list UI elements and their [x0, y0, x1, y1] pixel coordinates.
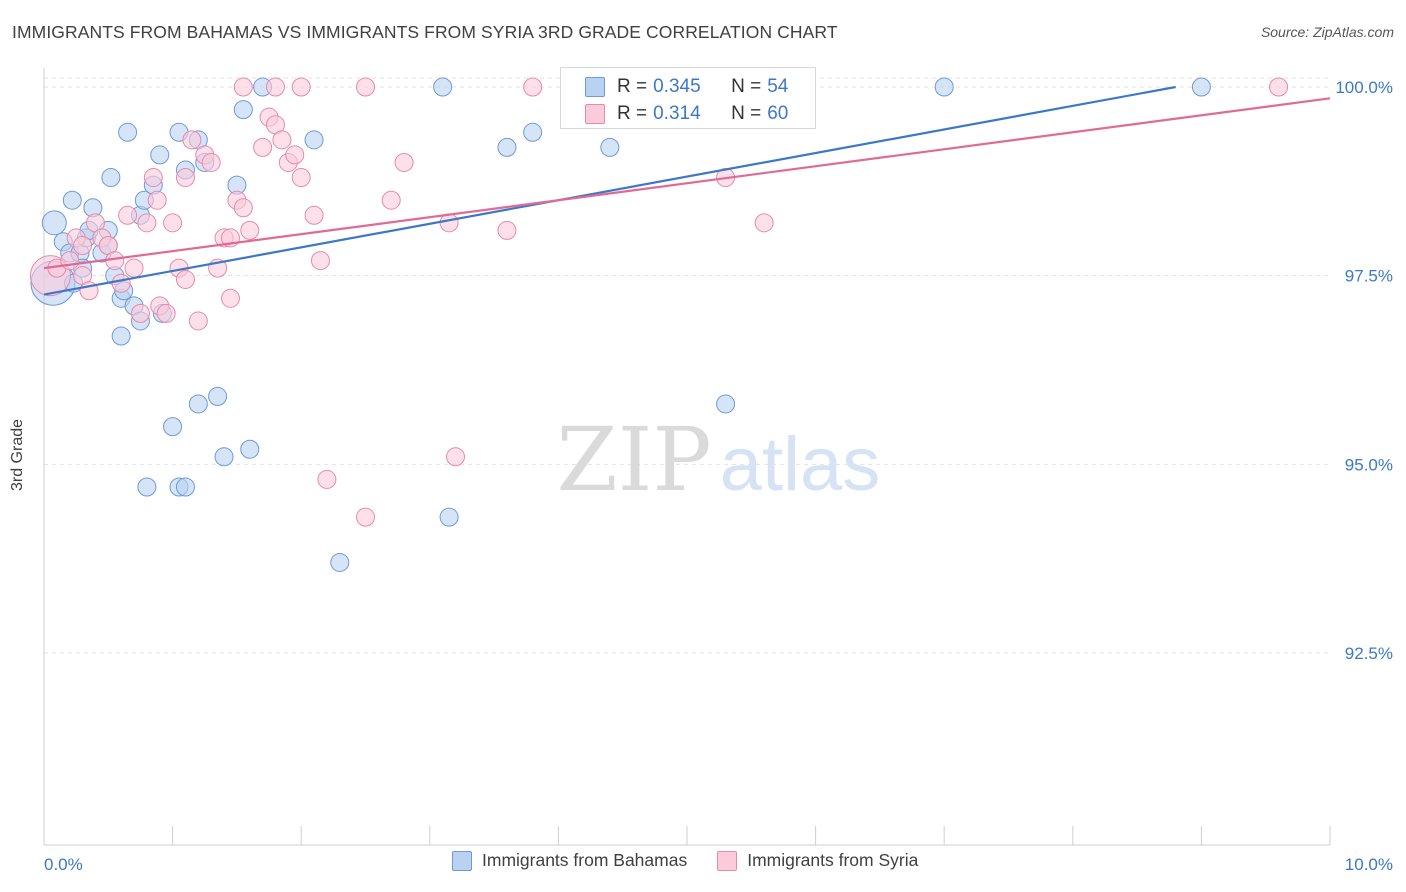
data-point-syria	[304, 205, 324, 225]
data-point-bahamas	[175, 477, 195, 497]
data-point-syria	[220, 288, 240, 308]
data-point-bahamas	[497, 137, 517, 157]
data-point-syria	[182, 130, 202, 150]
data-point-bahamas	[214, 447, 234, 467]
data-point-syria	[356, 507, 375, 527]
data-point-bahamas	[208, 386, 228, 406]
data-point-bahamas	[934, 77, 954, 97]
data-point-bahamas	[188, 394, 208, 414]
legend: Immigrants from Bahamas Immigrants from …	[452, 850, 918, 871]
data-point-bahamas	[716, 394, 736, 414]
data-point-bahamas	[118, 122, 138, 142]
data-point-syria	[156, 303, 176, 323]
y-tick-label: 95.0%	[1345, 455, 1393, 474]
watermark-zip: ZIP	[556, 408, 711, 511]
n-value: 60	[767, 103, 789, 124]
data-point-bahamas	[111, 326, 131, 346]
data-point-bahamas	[101, 168, 121, 188]
data-point-syria	[265, 77, 285, 97]
data-point-syria	[111, 273, 131, 293]
trend-line-syria	[43, 97, 1331, 270]
watermark-atlas: atlas	[720, 422, 881, 507]
data-point-syria	[754, 213, 774, 233]
data-point-bahamas	[600, 137, 620, 157]
data-point-bahamas	[330, 552, 350, 572]
data-point-syria	[201, 152, 221, 172]
r-label: R =	[617, 103, 648, 124]
y-tick-label: 97.5%	[1345, 267, 1393, 286]
n-value: 54	[767, 76, 789, 97]
data-point-syria	[1269, 77, 1289, 97]
data-point-syria	[240, 220, 260, 240]
data-point-syria	[73, 235, 93, 255]
data-point-syria	[233, 77, 253, 97]
data-point-syria	[60, 251, 80, 271]
data-point-syria	[118, 205, 138, 225]
data-point-syria	[317, 469, 337, 489]
legend-swatch-pink	[717, 850, 738, 871]
data-point-bahamas	[163, 417, 183, 437]
data-point-syria	[130, 303, 150, 323]
data-point-syria	[310, 251, 330, 271]
data-point-bahamas	[137, 477, 157, 497]
data-point-syria	[356, 77, 375, 97]
legend-label-bahamas: Immigrants from Bahamas	[482, 850, 688, 870]
legend-label-syria: Immigrants from Syria	[747, 850, 919, 870]
data-point-syria	[291, 77, 311, 97]
x-tick-label: 0.0%	[44, 855, 83, 874]
stats-row-syria: R = 0.314 N = 60	[585, 101, 789, 127]
grid-lines	[44, 77, 1330, 654]
legend-item-syria[interactable]: Immigrants from Syria	[717, 850, 918, 871]
data-point-syria	[175, 269, 195, 289]
data-point-bahamas	[1191, 77, 1211, 97]
x-tick-label: 10.0%	[1345, 855, 1393, 874]
r-value: 0.345	[653, 76, 701, 97]
data-point-syria	[394, 152, 414, 172]
data-point-syria	[137, 213, 157, 233]
y-tick-label: 100.0%	[1335, 78, 1393, 97]
data-point-bahamas	[41, 210, 67, 236]
data-point-syria	[124, 258, 144, 278]
stats-box: R = 0.345 N = 54 R = 0.314 N = 60	[560, 67, 816, 129]
data-point-bahamas	[150, 145, 170, 165]
data-point-syria	[285, 145, 305, 165]
data-point-bahamas	[439, 507, 459, 527]
data-point-syria	[253, 137, 273, 157]
data-point-syria	[381, 190, 401, 210]
data-point-syria	[523, 77, 543, 97]
r-label: R =	[617, 76, 648, 97]
stats-row-bahamas: R = 0.345 N = 54	[585, 74, 789, 100]
legend-swatch-blue	[452, 850, 472, 871]
chart-title: IMMIGRANTS FROM BAHAMAS VS IMMIGRANTS FR…	[12, 22, 838, 42]
data-point-syria	[446, 447, 466, 467]
n-label: N =	[731, 103, 762, 124]
data-point-bahamas	[62, 190, 82, 210]
y-tick-label: 92.5%	[1345, 644, 1393, 663]
data-point-bahamas	[433, 77, 453, 97]
data-point-syria	[497, 220, 517, 240]
source-label: Source: ZipAtlas.com	[1260, 24, 1394, 40]
data-point-syria	[147, 190, 167, 210]
data-point-bahamas	[523, 122, 543, 142]
stats-swatch-pink	[585, 104, 605, 124]
data-point-syria	[163, 213, 183, 233]
data-point-syria	[143, 168, 163, 188]
data-point-syria	[233, 198, 253, 218]
data-point-syria	[188, 311, 208, 331]
data-point-bahamas	[240, 439, 260, 459]
data-point-bahamas	[233, 100, 253, 120]
data-point-syria	[272, 130, 292, 150]
stats-swatch-blue	[585, 77, 605, 97]
legend-item-bahamas[interactable]: Immigrants from Bahamas	[452, 850, 687, 871]
axes	[43, 68, 1331, 846]
trend-line-bahamas	[43, 85, 1176, 296]
r-value: 0.314	[653, 103, 701, 124]
data-point-syria	[175, 168, 195, 188]
data-point-syria	[291, 168, 311, 188]
data-point-bahamas	[304, 130, 324, 150]
n-label: N =	[731, 76, 762, 97]
